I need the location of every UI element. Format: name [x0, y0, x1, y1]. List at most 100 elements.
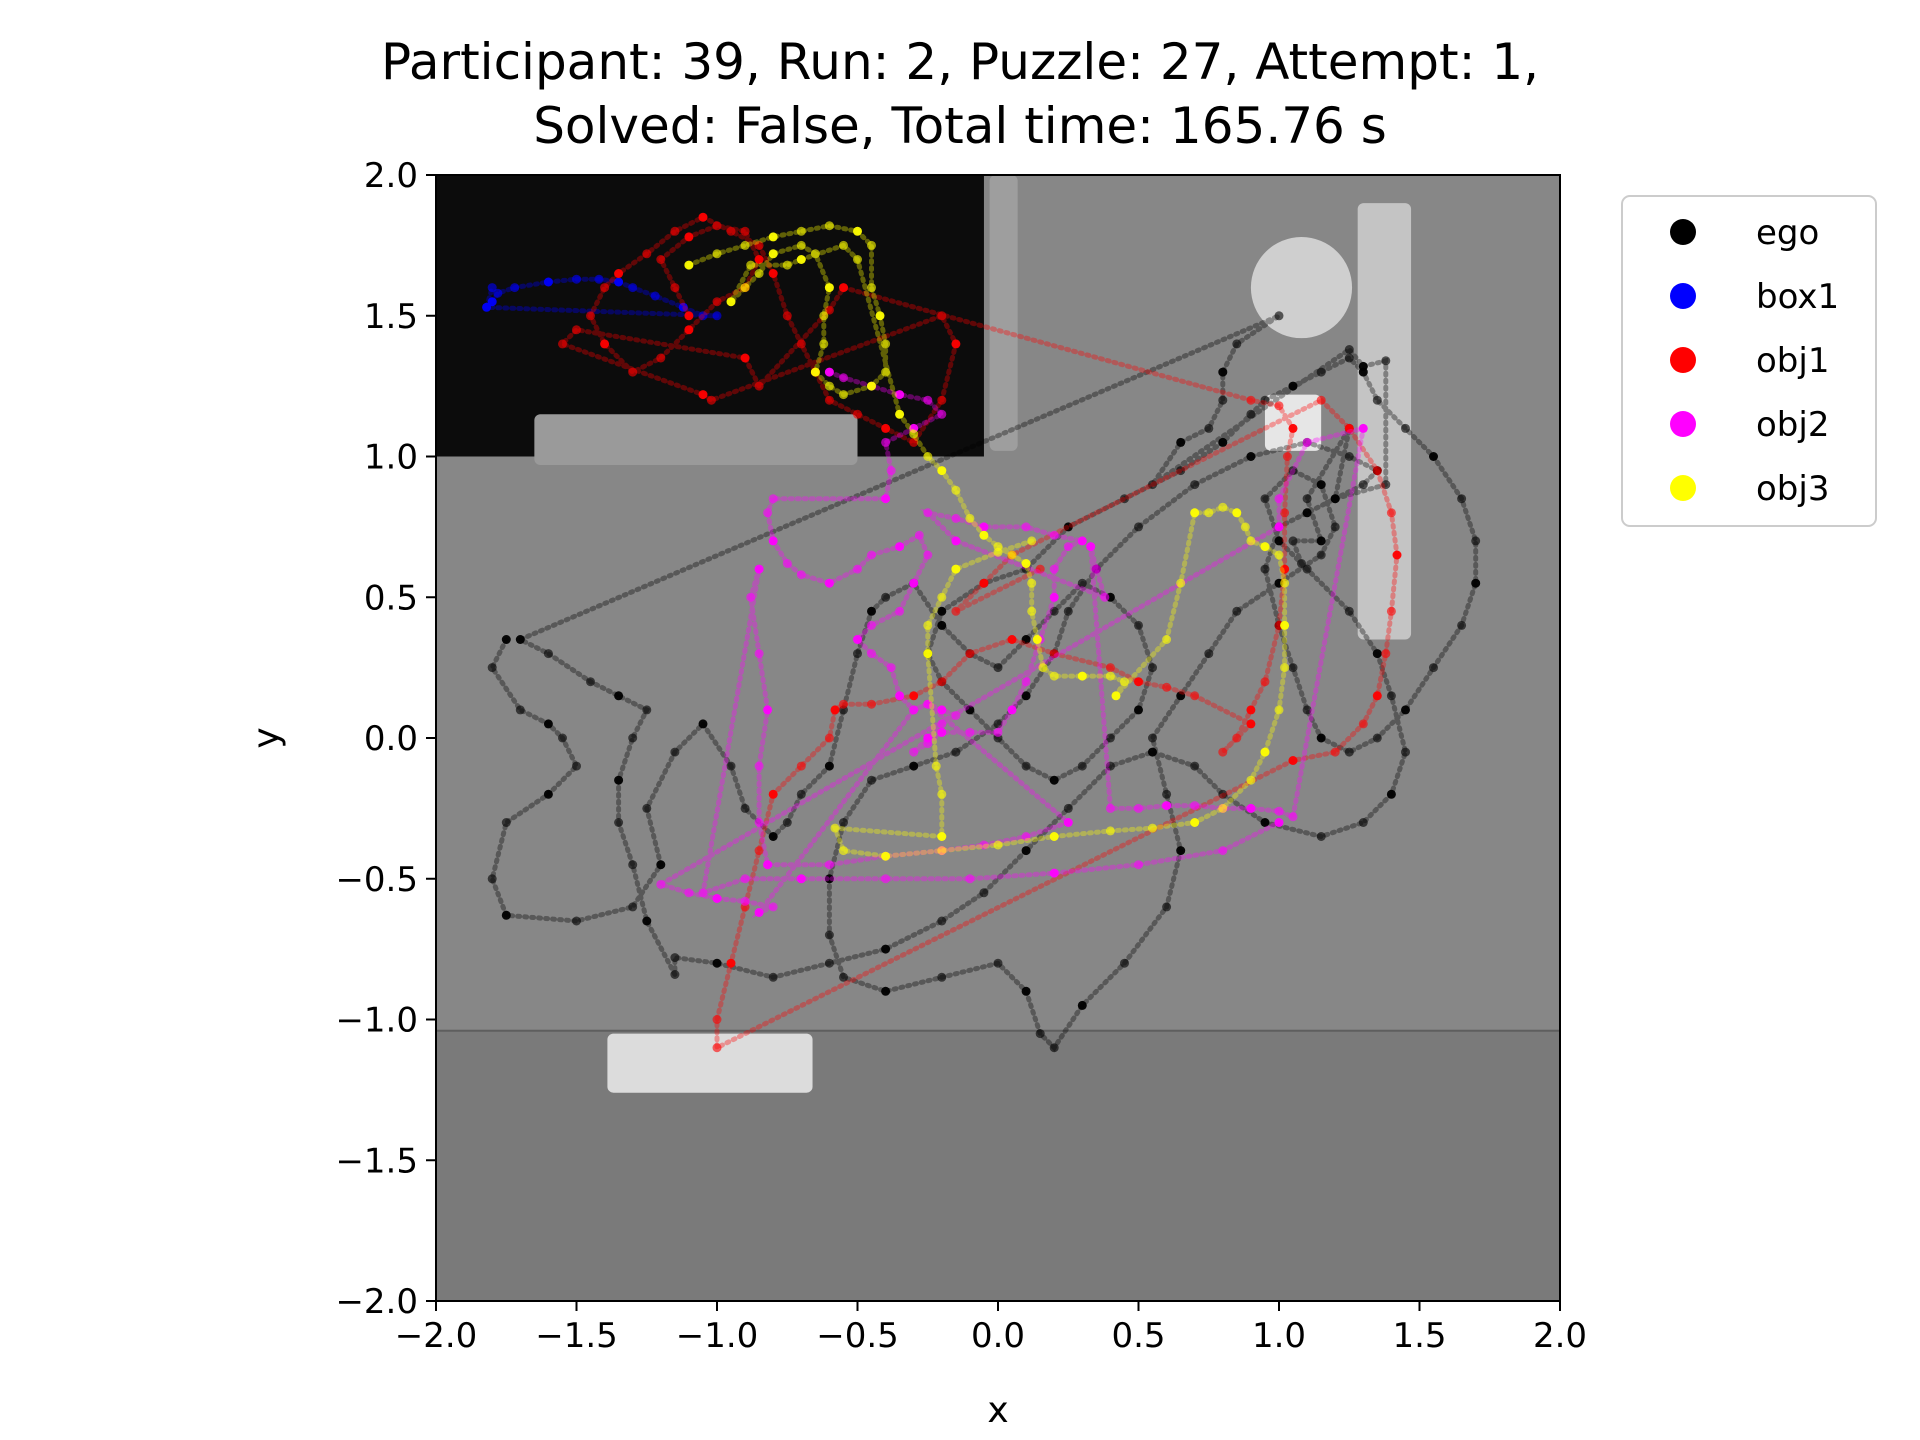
point-obj3	[810, 249, 820, 259]
point-obj3	[1204, 508, 1214, 518]
point-obj1	[698, 390, 708, 400]
point-ego	[1077, 578, 1087, 588]
point-obj1	[726, 958, 736, 968]
point-obj2	[763, 508, 773, 518]
point-ego	[1358, 818, 1368, 827]
point-obj1	[1288, 756, 1298, 765]
point-ego	[909, 761, 919, 771]
point-obj3	[746, 260, 756, 270]
point-ego	[1190, 761, 1200, 771]
point-obj2	[768, 494, 778, 504]
point-obj1	[712, 221, 722, 231]
point-ego	[1344, 345, 1354, 354]
point-ego	[782, 818, 792, 827]
point-ego	[628, 733, 638, 743]
point-obj3	[937, 592, 947, 602]
point-ego	[712, 958, 722, 968]
point-ego	[1381, 480, 1391, 490]
point-ego	[740, 803, 750, 813]
point-obj3	[796, 226, 806, 236]
point-obj2	[1021, 832, 1031, 841]
point-ego	[1260, 564, 1270, 574]
point-ego	[965, 705, 975, 715]
point-ego	[1274, 311, 1284, 321]
point-obj2	[1091, 564, 1101, 574]
point-obj2	[886, 663, 896, 673]
point-obj3	[923, 649, 933, 659]
point-obj3	[937, 846, 947, 856]
point-obj1	[726, 226, 736, 236]
point-ego	[1372, 649, 1382, 659]
point-obj1	[951, 606, 961, 616]
point-obj1	[1358, 719, 1368, 729]
point-obj1	[1280, 508, 1290, 518]
point-box1	[482, 302, 492, 312]
point-obj1	[1386, 606, 1396, 616]
y-axis: −2.0 −1.5 −1.0 −0.5 0.0 0.5 1.0 1.5 2.0	[335, 156, 436, 1322]
point-obj2	[993, 727, 1003, 737]
legend-marker-box1	[1670, 283, 1696, 309]
point-obj2	[1100, 592, 1110, 602]
point-box1	[594, 274, 604, 284]
y-tick-label: 0.5	[364, 578, 418, 618]
point-ego	[1288, 466, 1298, 476]
point-ego	[501, 818, 511, 827]
point-box1	[678, 302, 688, 312]
point-obj2	[867, 649, 876, 659]
point-ego	[993, 663, 1003, 673]
point-ego	[572, 761, 581, 771]
point-obj1	[965, 649, 975, 659]
point-obj2	[754, 761, 764, 771]
point-obj2	[951, 536, 961, 546]
point-obj3	[1049, 832, 1059, 841]
point-obj2	[1063, 542, 1073, 552]
point-obj2	[698, 888, 708, 898]
point-obj1	[670, 226, 680, 236]
point-obj3	[740, 283, 750, 293]
point-box1	[493, 288, 503, 298]
point-ego	[670, 970, 680, 979]
point-ego	[937, 972, 947, 982]
point-obj3	[853, 226, 862, 236]
arena-background	[436, 175, 1560, 1301]
point-ego	[1021, 635, 1031, 644]
point-obj2	[937, 727, 947, 737]
point-obj3	[1077, 671, 1087, 681]
point-obj3	[1280, 620, 1290, 630]
point-ego	[656, 860, 666, 870]
x-tick-label: 1.0	[1252, 1316, 1306, 1356]
point-obj2	[754, 908, 764, 917]
point-obj1	[1260, 677, 1270, 687]
point-obj2	[768, 902, 778, 912]
point-obj2	[782, 559, 792, 568]
point-ego	[698, 719, 708, 729]
point-ego	[1190, 480, 1200, 490]
point-obj2	[1077, 536, 1087, 546]
point-ego	[1330, 494, 1340, 504]
point-obj3	[965, 513, 975, 523]
legend-frame	[1621, 195, 1877, 527]
point-obj1	[600, 339, 610, 349]
point-obj1	[1162, 682, 1172, 692]
point-obj2	[853, 564, 862, 574]
point-ego	[1344, 747, 1354, 757]
point-obj1	[1392, 550, 1402, 560]
point-obj1	[684, 325, 694, 335]
point-ego	[1297, 559, 1306, 568]
point-ego	[937, 620, 947, 630]
point-obj1	[853, 409, 862, 419]
point-ego	[951, 747, 961, 757]
point-obj2	[1274, 494, 1284, 504]
wall-post	[989, 175, 1018, 451]
point-obj2	[979, 522, 989, 532]
point-obj1	[1218, 747, 1228, 757]
point-ego	[768, 972, 778, 982]
point-obj2	[1049, 564, 1059, 574]
point-obj1	[1246, 719, 1256, 729]
point-obj1	[1134, 677, 1143, 687]
point-ego	[1021, 986, 1031, 996]
legend-marker-obj1	[1670, 347, 1696, 373]
point-ego	[1148, 747, 1157, 757]
point-obj2	[1162, 801, 1172, 811]
point-obj3	[931, 761, 941, 771]
